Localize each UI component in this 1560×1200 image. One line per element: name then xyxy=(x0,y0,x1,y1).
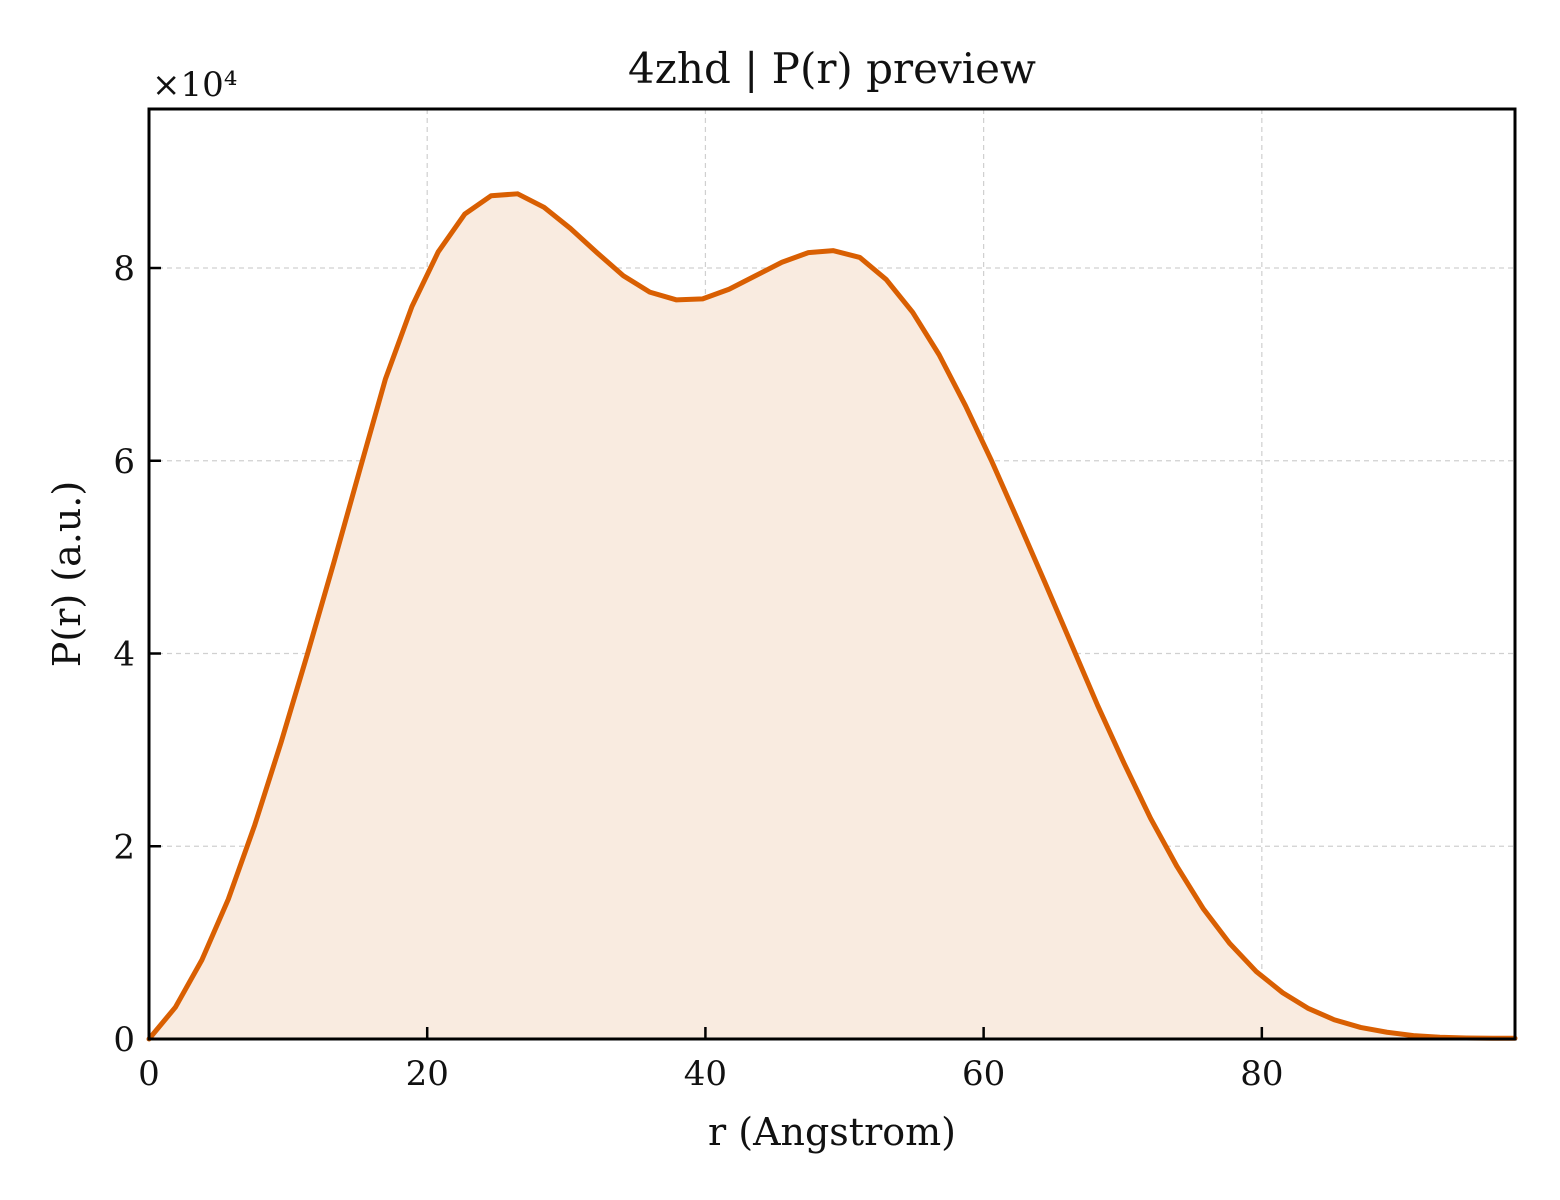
y-tick-label: 4 xyxy=(113,635,135,675)
x-tick-label: 0 xyxy=(138,1054,160,1094)
plot-frame xyxy=(147,107,1517,1041)
ticks: 0 20 40 60 80 0 2 4 6 8 xyxy=(113,249,1283,1094)
x-tick-label: 60 xyxy=(962,1054,1005,1094)
y-axis-multiplier: ×10⁴ xyxy=(152,65,237,105)
y-axis-title: P(r) (a.u.) xyxy=(45,481,89,667)
y-tick-label: 0 xyxy=(113,1020,135,1060)
y-tick-label: 8 xyxy=(113,249,135,289)
series-line xyxy=(146,191,1518,1042)
x-axis-title: r (Angstrom) xyxy=(708,1110,956,1154)
x-tick-label: 80 xyxy=(1240,1054,1283,1094)
x-tick-label: 20 xyxy=(406,1054,449,1094)
x-tick-label: 40 xyxy=(684,1054,727,1094)
chart-title: 4zhd | P(r) preview xyxy=(628,44,1036,93)
area-fill xyxy=(149,193,1515,1039)
y-tick-label: 2 xyxy=(113,827,135,867)
y-tick-label: 6 xyxy=(113,442,135,482)
